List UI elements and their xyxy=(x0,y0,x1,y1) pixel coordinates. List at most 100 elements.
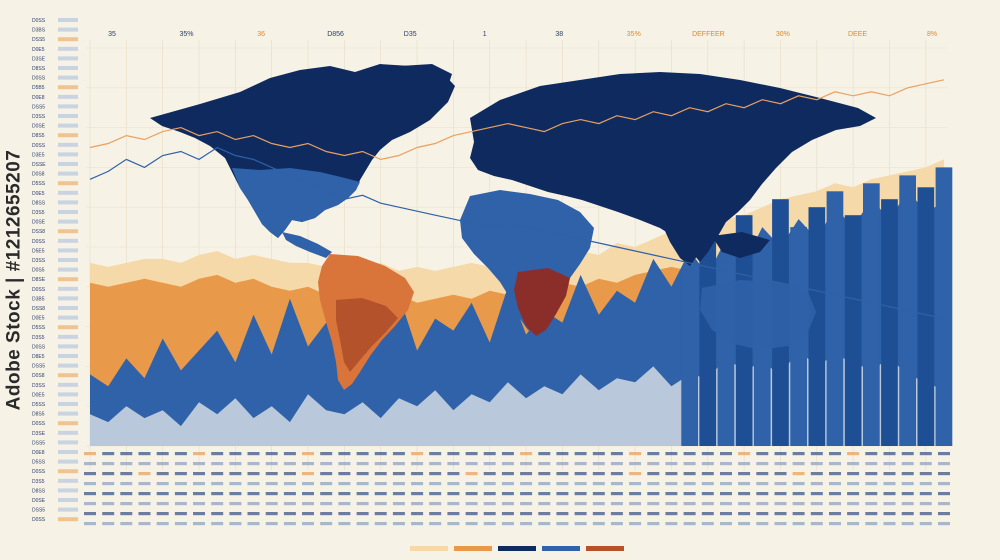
table-cell-mark xyxy=(938,492,950,496)
table-cell-mark xyxy=(174,462,187,466)
table-cell-mark xyxy=(683,492,696,496)
table-cell-mark xyxy=(411,482,424,486)
left-row-bar xyxy=(58,459,78,464)
table-cell-mark xyxy=(829,522,841,526)
table-cell-mark xyxy=(338,522,351,526)
table-cell-mark xyxy=(174,512,187,516)
table-cell-mark xyxy=(429,502,442,506)
table-cell-mark xyxy=(465,522,478,526)
left-row-bar xyxy=(58,152,78,157)
table-cell-mark xyxy=(102,492,115,496)
table-cell-mark xyxy=(756,452,769,456)
left-row-label: D0E5 xyxy=(32,316,45,322)
table-cell-mark xyxy=(574,502,587,506)
table-cell-mark xyxy=(283,492,296,496)
table-cell-mark xyxy=(501,522,514,526)
left-row-label: D5SS xyxy=(32,460,46,466)
table-cell-mark xyxy=(211,502,224,506)
table-cell-mark xyxy=(120,452,133,456)
table-cell-mark xyxy=(610,512,623,516)
table-cell-mark xyxy=(738,472,751,476)
table-cell-mark xyxy=(774,452,787,456)
table-cell-mark xyxy=(338,502,351,506)
table-cell-mark xyxy=(465,482,478,486)
table-cell-mark xyxy=(556,482,569,486)
table-cell-mark xyxy=(629,492,642,496)
line-series xyxy=(89,79,945,320)
table-cell-mark xyxy=(847,482,860,486)
table-cell-mark xyxy=(829,502,841,506)
left-row-label: D0SE xyxy=(32,124,46,130)
table-cell-mark xyxy=(883,502,896,506)
table-cell-mark xyxy=(411,472,424,476)
table-cell-mark xyxy=(592,502,605,506)
top-tick-label: D856 xyxy=(327,31,344,38)
table-cell-mark xyxy=(829,482,841,486)
left-row-bar xyxy=(58,104,78,109)
left-row-bar xyxy=(58,114,78,118)
table-cell-mark xyxy=(883,472,896,476)
table-cell-mark xyxy=(102,452,115,456)
table-cell-mark xyxy=(374,462,387,466)
table-cell-mark xyxy=(738,482,751,486)
table-cell-mark xyxy=(302,472,314,476)
table-cell-mark xyxy=(447,482,460,486)
table-cell-mark xyxy=(302,502,314,506)
left-row-label: D0E5 xyxy=(32,392,45,398)
table-cell-mark xyxy=(647,502,660,506)
table-cell-mark xyxy=(338,452,351,456)
left-row-bar xyxy=(58,430,78,435)
table-cell-mark xyxy=(138,512,151,516)
left-row-label: D8E5 xyxy=(32,354,45,360)
table-cell-mark xyxy=(538,462,551,466)
left-row-label: D8SS xyxy=(32,200,46,206)
table-cell-mark xyxy=(247,512,260,516)
table-cell-mark xyxy=(629,462,642,466)
table-cell-mark xyxy=(265,482,278,486)
table-cell-mark xyxy=(193,452,205,456)
table-cell-mark xyxy=(120,492,133,496)
table-cell-mark xyxy=(338,482,351,486)
left-row-bar xyxy=(58,27,78,32)
table-cell-mark xyxy=(865,492,878,496)
legend-swatch-navy xyxy=(498,546,536,551)
left-row-bar xyxy=(58,46,78,51)
table-cell-mark xyxy=(138,522,151,526)
table-cell-mark xyxy=(265,502,278,506)
table-cell-mark xyxy=(156,522,169,526)
table-cell-mark xyxy=(356,472,369,476)
left-row-label: D5SS xyxy=(32,325,46,331)
table-cell-mark xyxy=(610,452,623,456)
left-row-bar xyxy=(58,229,78,234)
table-cell-mark xyxy=(701,482,714,486)
table-cell-mark xyxy=(465,492,478,496)
left-row-bar xyxy=(58,18,78,22)
watermark-text: Adobe Stock | #1212655207 xyxy=(3,149,25,411)
legend-swatch-blue xyxy=(542,546,580,551)
left-row-bar xyxy=(58,469,78,474)
map-south-america-rust xyxy=(336,298,398,372)
left-row-bar xyxy=(58,210,78,214)
table-cell-mark xyxy=(356,512,369,516)
table-cell-mark xyxy=(283,462,296,466)
table-cell-mark xyxy=(738,512,751,516)
top-tick-label: 35% xyxy=(627,31,641,38)
bar-9 xyxy=(844,215,862,446)
table-cell-mark xyxy=(610,502,623,506)
table-cell-mark xyxy=(883,492,896,496)
table-cell-mark xyxy=(629,482,642,486)
table-cell-mark xyxy=(538,452,551,456)
left-row-labels: D0SS D3BS DSS5 D0E5 D3SE D8SS D0SS D5B5 D0E8 DSS5… xyxy=(32,18,78,523)
table-cell-mark xyxy=(501,462,514,466)
map-madagascar xyxy=(578,296,590,326)
map-southeast-asia xyxy=(712,232,770,258)
table-cell-mark xyxy=(138,492,151,496)
bottom-data-table xyxy=(84,452,950,526)
table-cell-mark xyxy=(901,512,914,516)
left-row-bar xyxy=(58,354,78,358)
top-tick-label: D35 xyxy=(404,31,417,38)
table-cell-mark xyxy=(138,502,151,506)
table-cell-mark xyxy=(683,452,696,456)
table-cell-mark xyxy=(247,492,260,496)
table-cell-mark xyxy=(211,472,224,476)
